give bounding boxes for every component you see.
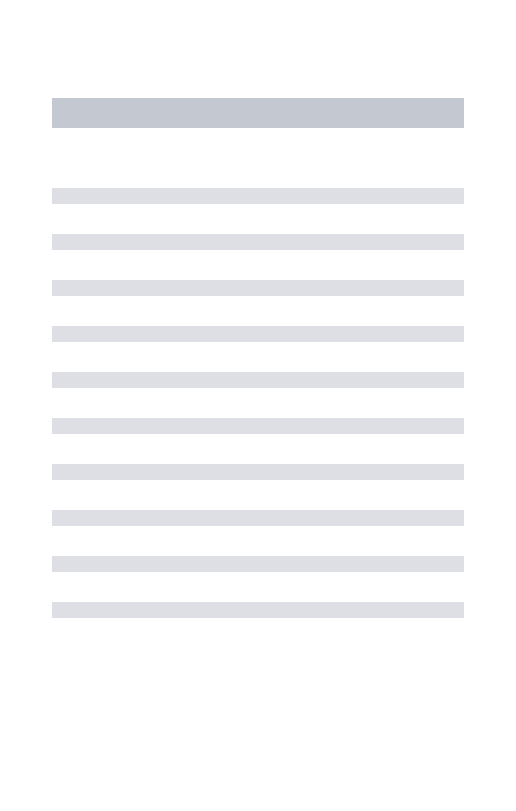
- text-placeholder-line: [52, 234, 464, 250]
- text-placeholder-line: [52, 280, 464, 296]
- skeleton-section-1: [52, 188, 464, 388]
- text-placeholder-line: [52, 510, 464, 526]
- text-placeholder-line: [52, 464, 464, 480]
- text-placeholder-line: [52, 418, 464, 434]
- text-placeholder-line: [52, 602, 464, 618]
- text-placeholder-line: [52, 556, 464, 572]
- header-placeholder-bar: [52, 98, 464, 128]
- skeleton-section-2: [52, 418, 464, 618]
- skeleton-container: [0, 98, 516, 618]
- text-placeholder-line: [52, 372, 464, 388]
- text-placeholder-line: [52, 326, 464, 342]
- text-placeholder-line: [52, 188, 464, 204]
